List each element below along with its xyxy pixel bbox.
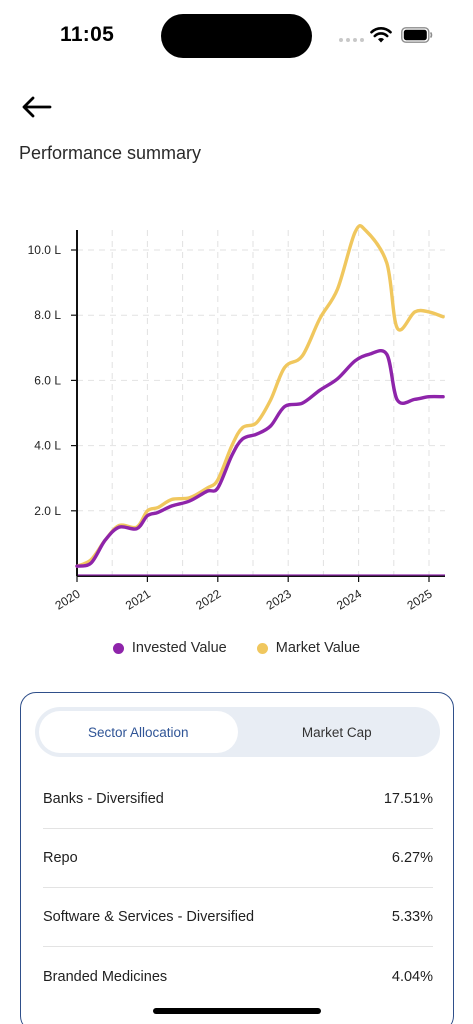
legend-item-invested: Invested Value [112,640,227,656]
legend-dot-invested [112,642,124,654]
chart-legend: Invested Value Market Value [0,640,473,656]
legend-label-market: Market Value [275,640,361,656]
x-tick-label: 2020 [53,587,83,613]
series-line-invested-value [75,348,445,568]
performance-chart-svg: 2.0 L 4.0 L 6.0 L 8.0 L 10.0 L 2020 2021 2022 20… [28,224,445,613]
x-tick-label: 2023 [264,587,294,613]
wifi-icon [370,27,392,43]
dynamic-island [161,14,312,58]
x-tick-label: 2022 [193,587,223,613]
allocation-row[interactable]: Banks - Diversified 17.51% [43,770,433,829]
y-tick-label: 6.0 L [34,373,61,387]
x-tick-label: 2024 [334,587,364,613]
series-line-market-value [75,224,445,568]
allocation-row-label: Software & Services - Diversified [43,909,255,925]
status-time: 11:05 [60,23,115,46]
allocation-row[interactable]: Software & Services - Diversified 5.33% [43,888,433,947]
allocation-row-label: Repo [43,850,78,866]
allocation-row-label: Banks - Diversified [43,791,164,807]
y-tick-label: 2.0 L [34,504,61,518]
legend-label-invested: Invested Value [131,640,227,656]
tab-sector-allocation[interactable]: Sector Allocation [39,711,238,753]
y-tick-label: 8.0 L [34,308,61,322]
allocation-row[interactable]: Branded Medicines 4.04% [43,947,433,1006]
allocation-list: Banks - Diversified 17.51% Repo 6.27% So… [43,770,433,1006]
battery-icon [401,27,433,43]
y-tick-label: 10.0 L [28,243,62,257]
allocation-row-value: 17.51% [383,791,433,807]
arrow-left-icon [22,96,52,118]
legend-dot-market [256,642,268,654]
allocation-card: Sector Allocation Market Cap Banks - Div… [20,692,454,1024]
x-tick-label: 2025 [405,587,435,613]
home-indicator[interactable] [153,1008,321,1014]
allocation-tab-switcher: Sector Allocation Market Cap [35,707,440,757]
back-button[interactable] [18,92,54,122]
page-title: Performance summary [19,143,202,163]
allocation-row[interactable]: Repo 6.27% [43,829,433,888]
performance-chart: 2.0 L 4.0 L 6.0 L 8.0 L 10.0 L 2020 2021 2022 20… [0,210,473,640]
cellular-signal-icon [339,38,364,42]
allocation-row-label: Branded Medicines [43,968,168,985]
allocation-row-value: 6.27% [391,850,433,866]
status-bar: 11:05 [0,0,473,70]
allocation-row-value: 5.33% [391,909,433,925]
legend-item-market: Market Value [256,640,361,656]
y-tick-label: 4.0 L [34,439,61,453]
tab-market-cap[interactable]: Market Cap [301,724,372,740]
allocation-row-value: 4.04% [391,968,433,985]
x-tick-label: 2021 [123,587,153,613]
